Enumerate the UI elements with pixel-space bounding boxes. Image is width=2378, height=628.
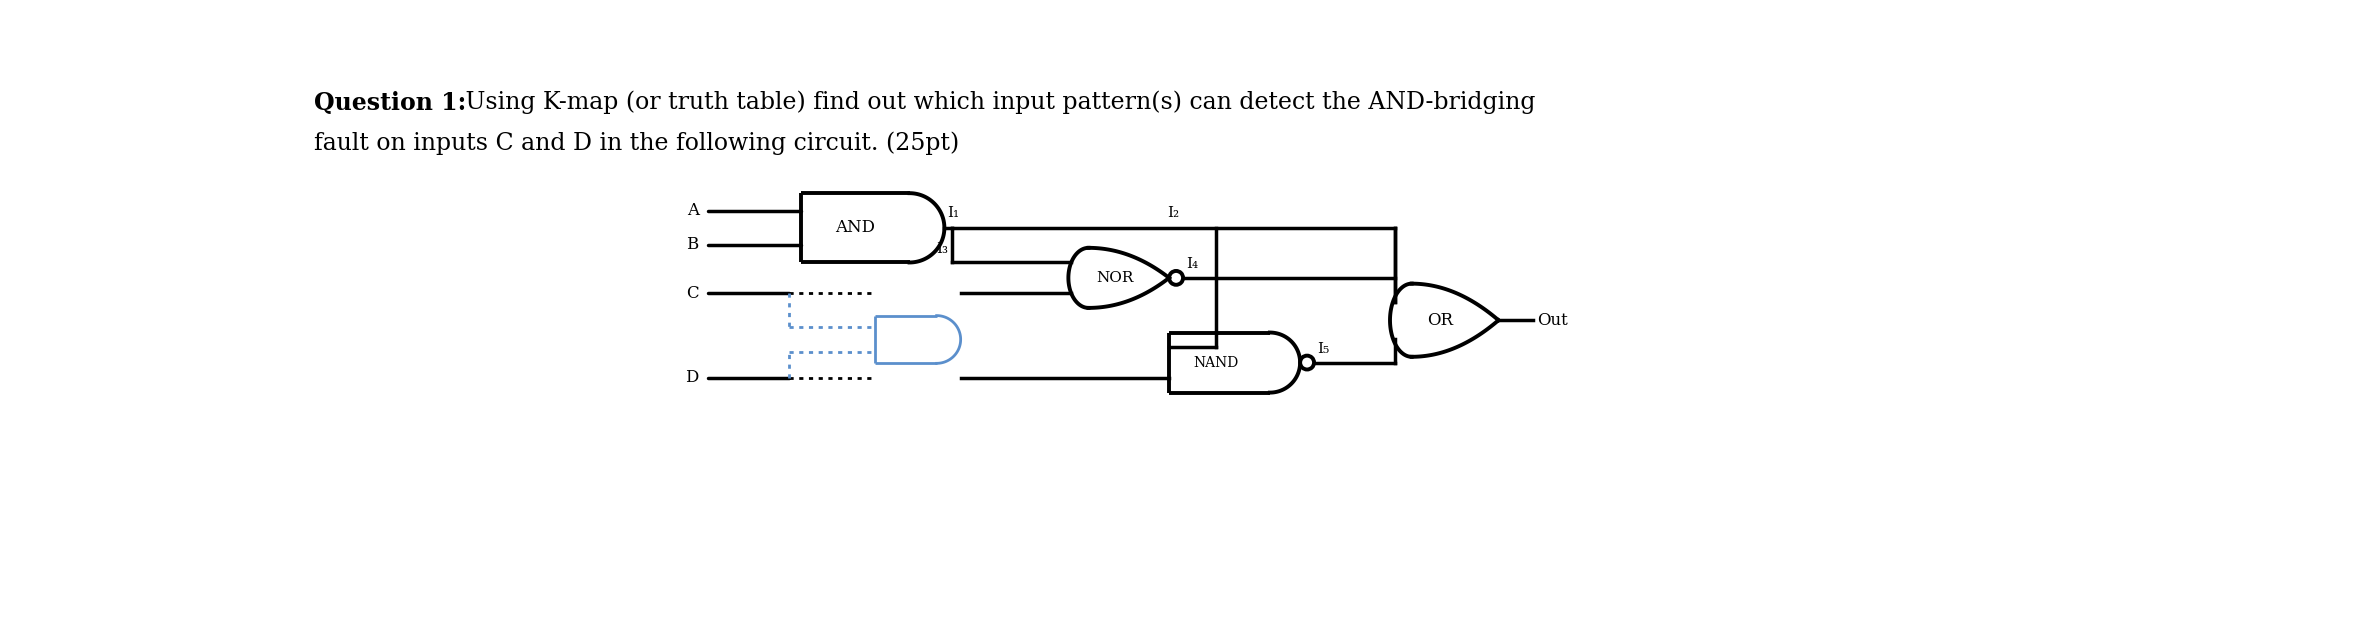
Text: A: A bbox=[687, 202, 699, 219]
Text: OR: OR bbox=[1427, 311, 1453, 328]
Text: Question 1:: Question 1: bbox=[314, 91, 466, 115]
Text: AND: AND bbox=[835, 219, 875, 236]
Text: I₃: I₃ bbox=[937, 242, 949, 256]
Text: Using K-map (or truth table) find out which input pattern(s) can detect the AND-: Using K-map (or truth table) find out wh… bbox=[459, 91, 1536, 114]
Text: NOR: NOR bbox=[1096, 271, 1134, 285]
Text: B: B bbox=[687, 236, 699, 253]
Text: Out: Out bbox=[1536, 311, 1567, 328]
Text: D: D bbox=[685, 369, 699, 386]
Text: I₁: I₁ bbox=[946, 206, 961, 220]
Text: I₂: I₂ bbox=[1168, 206, 1179, 220]
Text: I₅: I₅ bbox=[1317, 342, 1329, 355]
Text: C: C bbox=[687, 284, 699, 302]
Text: I₄: I₄ bbox=[1187, 257, 1199, 271]
Text: fault on inputs C and D in the following circuit. (25pt): fault on inputs C and D in the following… bbox=[314, 132, 961, 155]
Text: NAND: NAND bbox=[1194, 355, 1239, 369]
